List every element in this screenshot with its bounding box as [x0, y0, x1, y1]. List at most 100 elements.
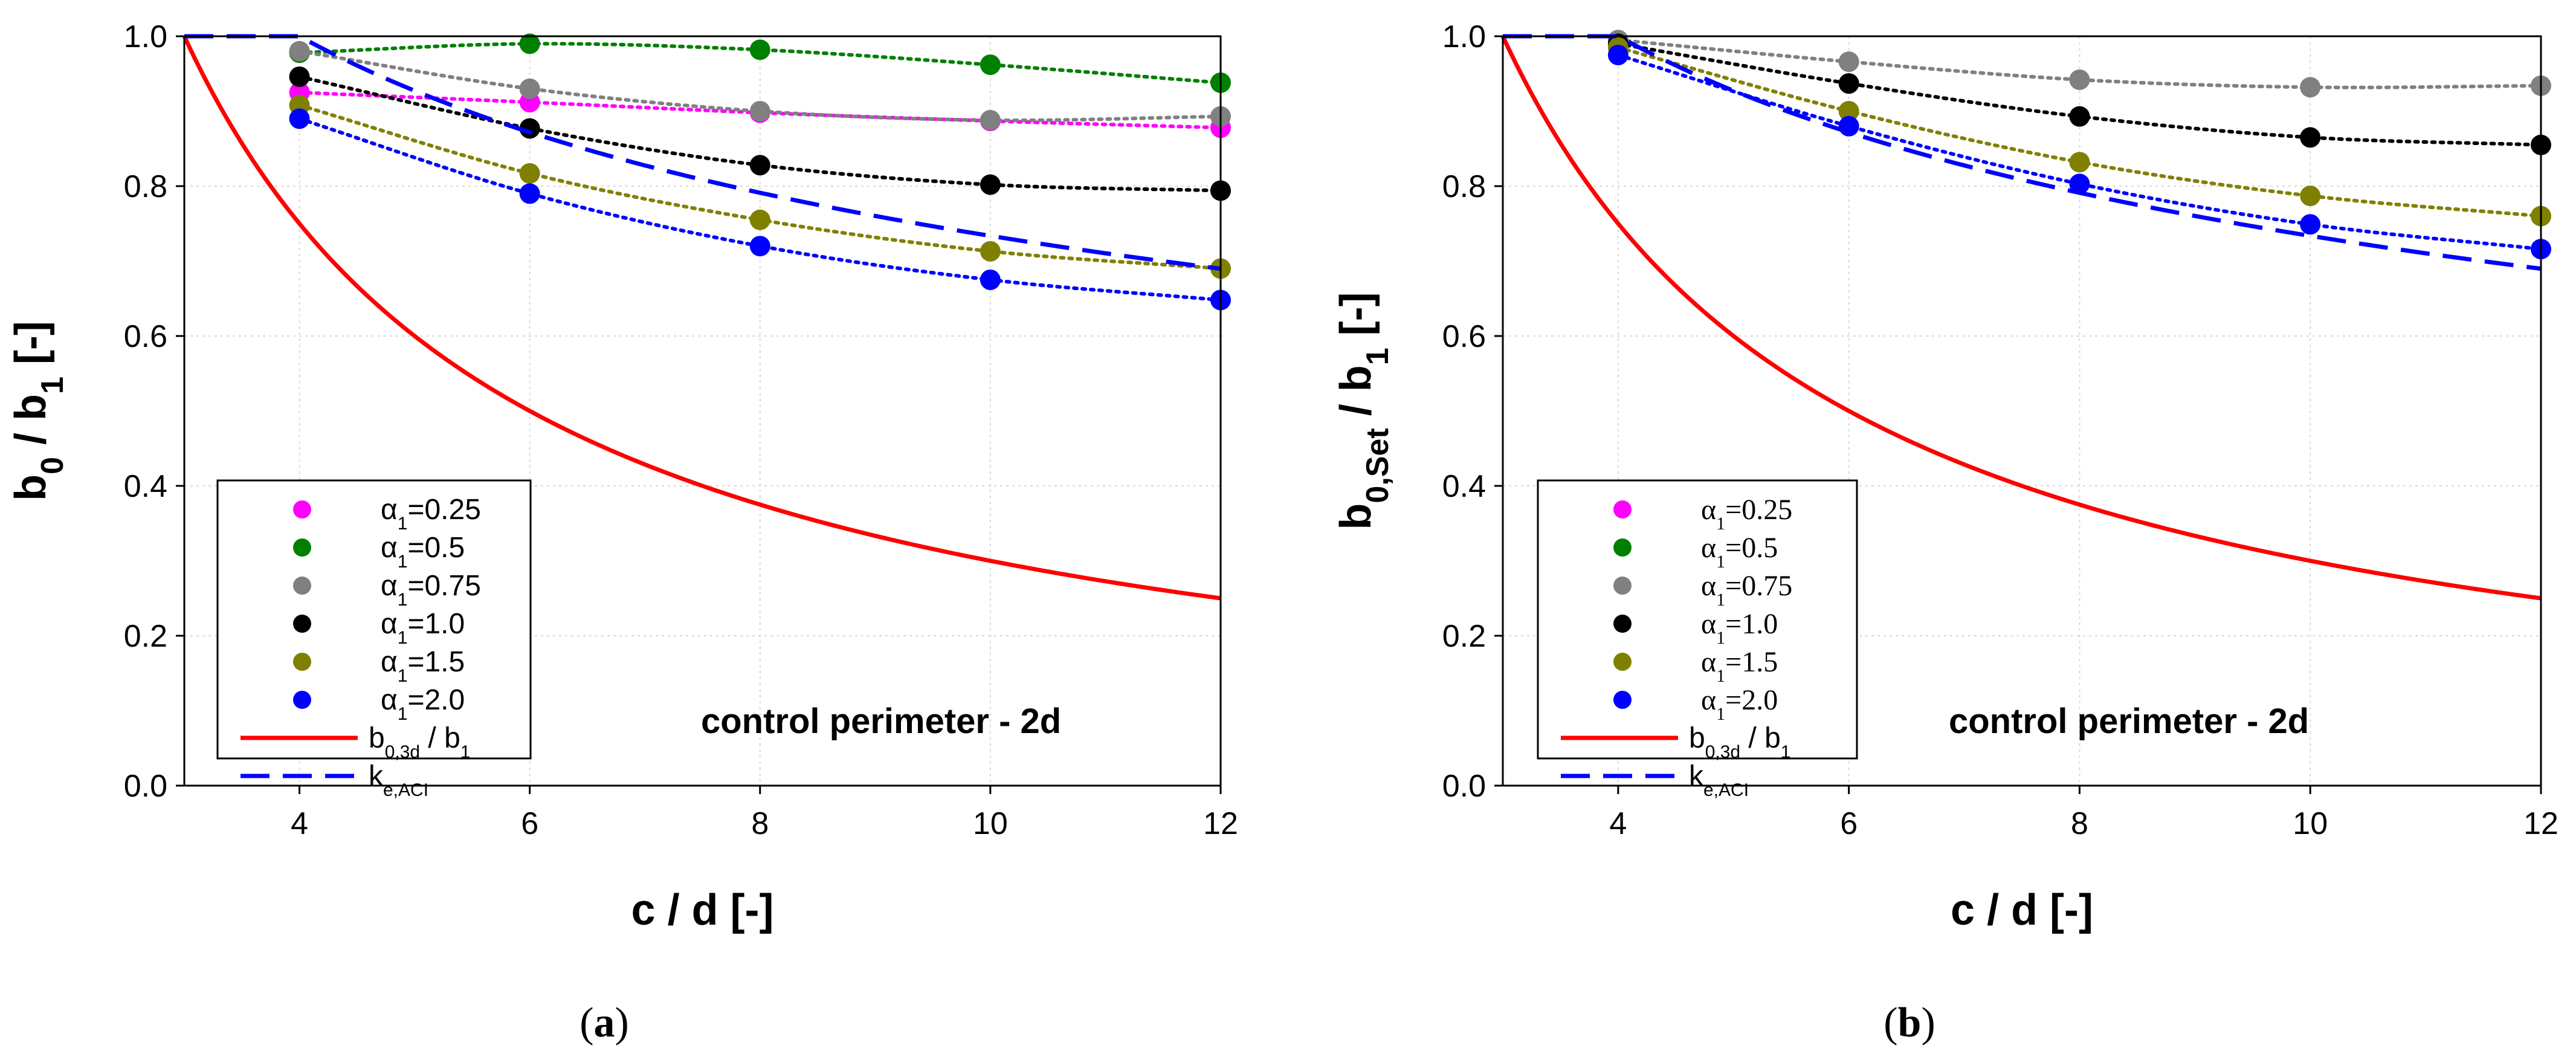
legend-label: α1=0.5 — [381, 532, 465, 572]
annotation-text: control perimeter - 2d — [1949, 702, 2309, 741]
legend-label: α1=2.0 — [1701, 684, 1778, 724]
y-tick-label: 0.6 — [124, 319, 167, 354]
legend-label: α1=0.75 — [1701, 570, 1792, 610]
legend-label-sub: 1 — [398, 666, 408, 686]
legend-label-sub: 0,3d — [385, 742, 420, 762]
y-tick-label: 0.4 — [124, 469, 167, 504]
y-tick-label: 0.8 — [124, 169, 167, 204]
series-line-6 — [182, 35, 1221, 601]
legend-label: b0,3d / b1 — [1689, 722, 1790, 762]
legend-label-main: α — [381, 494, 398, 526]
legend-label: α1=0.25 — [1701, 494, 1792, 534]
panel-label-close: ) — [615, 1000, 629, 1046]
legend-label-sub: 1 — [398, 514, 408, 534]
series-line-2 — [1616, 38, 2543, 89]
legend-marker-swatch — [293, 653, 311, 671]
legend-label-tail: =1.0 — [1725, 608, 1778, 640]
legend-label: α1=0.25 — [381, 494, 481, 534]
data-point — [1838, 51, 1859, 73]
data-point — [2069, 173, 2090, 195]
legend-marker-swatch — [1613, 538, 1632, 557]
x-tick-label: 6 — [1840, 806, 1858, 841]
legend-label-tail: =0.25 — [1725, 494, 1792, 526]
plot-frame — [1502, 35, 2542, 787]
legend-label-main: α — [381, 532, 398, 564]
legend-label-tail: / b — [420, 722, 460, 754]
panel-label-letter: b — [1898, 1000, 1922, 1046]
y-axis-title-mid: / b — [7, 394, 55, 457]
data-point — [2300, 186, 2321, 207]
data-point — [519, 183, 540, 204]
legend-label: α1=1.0 — [381, 608, 465, 648]
legend-label-sub: 1 — [1716, 628, 1725, 648]
x-tick-label: 4 — [291, 806, 308, 841]
data-point — [2069, 106, 2090, 127]
legend-label: ke,ACI — [1689, 760, 1749, 800]
x-tick-label: 4 — [1609, 806, 1627, 841]
legend-label-sub: 1 — [398, 590, 408, 610]
legend-marker-swatch — [1613, 653, 1632, 671]
legend-label: α1=1.0 — [1701, 608, 1778, 648]
x-tick-label: 8 — [2071, 806, 2088, 841]
y-tick-label: 0.2 — [124, 619, 167, 654]
legend-label: α1=1.5 — [1701, 646, 1778, 686]
data-point — [519, 118, 540, 139]
legend-label-tail: =0.5 — [407, 532, 465, 564]
series-line-5 — [1616, 53, 2543, 251]
x-tick-label: 6 — [521, 806, 538, 841]
legend-marker-swatch — [1613, 691, 1632, 709]
legend-label-main: α — [1701, 532, 1716, 564]
y-axis-title-sub2: 1 — [1360, 347, 1395, 365]
y-axis-title-unit: [-] — [1332, 292, 1380, 347]
chart-panel-b: 4 6 8 10 120.00.20.40.60.81.0c / d [-]b0,Set… — [1332, 19, 2558, 1046]
legend-box — [216, 479, 532, 760]
legend-label-main: b — [369, 722, 385, 754]
legend-label-main: α — [381, 608, 398, 640]
legend-label: ke,ACI — [369, 760, 428, 800]
legend-marker-swatch — [293, 500, 311, 519]
legend-label-main: α — [1701, 570, 1716, 602]
legend-label-tail: =0.5 — [1725, 532, 1778, 564]
legend-label-sub: 1 — [398, 628, 408, 648]
data-point — [749, 209, 770, 230]
y-axis-title-unit: [-] — [7, 321, 55, 376]
y-axis-title-sub: 0,Set — [1360, 428, 1395, 503]
legend-label-tail: =0.25 — [407, 494, 480, 526]
series-line-7 — [184, 34, 1221, 271]
data-point — [1838, 73, 1859, 94]
legend-label-tail: =1.5 — [407, 646, 465, 678]
data-point — [289, 66, 310, 87]
legend-label-tail: =0.75 — [407, 570, 480, 602]
legend-label: α1=0.5 — [1701, 532, 1778, 572]
y-tick-label: 0.0 — [124, 769, 167, 804]
legend-label-sub: e,ACI — [1703, 780, 1749, 800]
plot-frame — [183, 35, 1222, 787]
legend-label-sub2: 1 — [460, 742, 471, 762]
y-tick-label: 1.0 — [124, 19, 167, 54]
x-axis-title: c / d [-] — [631, 886, 774, 934]
data-point — [980, 241, 1001, 262]
panel-label-open: ( — [1884, 1000, 1897, 1046]
legend-label-tail: / b — [1740, 722, 1781, 754]
y-axis-title-main: b — [1332, 503, 1380, 530]
legend-label-main: α — [381, 684, 398, 716]
y-axis-title-sub: 0 — [35, 457, 70, 474]
y-tick-label: 0.6 — [1442, 319, 1486, 354]
x-tick-label: 12 — [1203, 806, 1238, 841]
panel-label-close: ) — [1921, 1000, 1935, 1046]
data-point — [2069, 69, 2090, 90]
y-axis-title-mid: / b — [1332, 365, 1380, 428]
data-point — [980, 174, 1001, 195]
data-point — [2069, 152, 2090, 173]
x-axis-title: c / d [-] — [1951, 886, 2093, 934]
y-tick-label: 0.4 — [1442, 469, 1486, 504]
annotation-text: control perimeter - 2d — [701, 702, 1061, 741]
y-tick-label: 0.2 — [1442, 619, 1486, 654]
legend-marker-swatch — [293, 691, 311, 709]
legend-marker-swatch — [293, 577, 311, 595]
series-line-6 — [1500, 35, 2542, 601]
y-axis-title: b0 / b1 [-] — [7, 321, 70, 501]
data-point — [2300, 127, 2321, 148]
legend-label-main: α — [1701, 684, 1716, 716]
